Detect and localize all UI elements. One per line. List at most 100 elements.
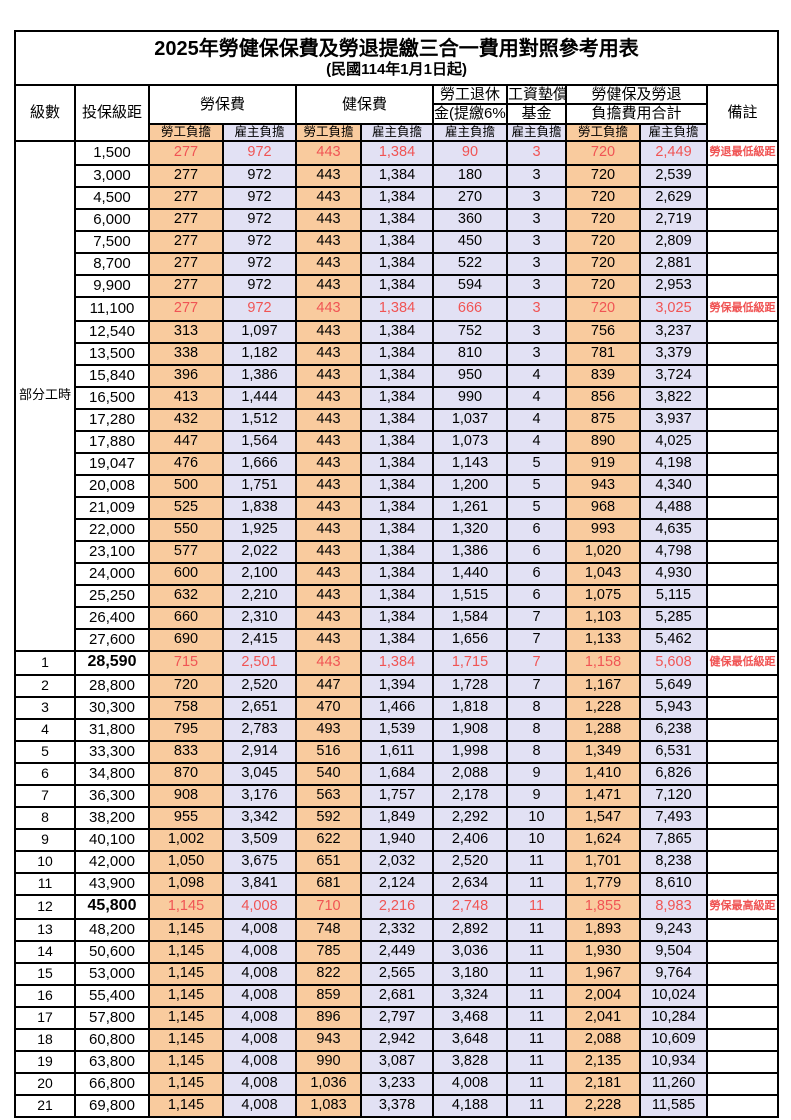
cell-total-employer: 8,610 (639, 871, 708, 896)
col-header-wagefund-line1: 工資墊償 (506, 83, 567, 106)
cell-bracket: 63,800 (74, 1049, 150, 1074)
cell-labor-employer: 4,008 (222, 1093, 297, 1118)
col-header-labor-insurance: 勞保費 (148, 84, 297, 125)
cell-health-employee: 443 (295, 407, 362, 432)
cell-remark (705, 561, 780, 586)
cell-health-employer: 1,384 (360, 341, 434, 366)
cell-labor-employer: 4,008 (222, 893, 297, 920)
cell-pension-employer: 594 (432, 273, 508, 298)
cell-remark (705, 983, 780, 1008)
cell-total-employee: 856 (565, 385, 641, 410)
cell-level: 2 (14, 673, 76, 698)
cell-remark (705, 1071, 780, 1096)
col-header-pension-line1: 勞工退休 (432, 83, 508, 106)
cell-labor-employee: 1,145 (148, 917, 224, 942)
cell-labor-employer: 4,008 (222, 939, 297, 964)
cell-wagefund-employer: 6 (506, 539, 567, 564)
cell-health-employee: 470 (295, 695, 362, 720)
cell-total-employee: 720 (565, 185, 641, 210)
cell-health-employer: 2,449 (360, 939, 434, 964)
cell-health-employer: 2,797 (360, 1005, 434, 1030)
cell-health-employer: 1,384 (360, 229, 434, 254)
cell-labor-employee: 1,145 (148, 1005, 224, 1030)
cell-total-employee: 1,930 (565, 939, 641, 964)
cell-pension-employer: 2,406 (432, 827, 508, 852)
cell-total-employee: 720 (565, 229, 641, 254)
cell-labor-employee: 525 (148, 495, 224, 520)
cell-wagefund-employer: 11 (506, 939, 567, 964)
cell-bracket: 6,000 (74, 207, 150, 232)
cell-wagefund-employer: 7 (506, 627, 567, 652)
header-row-3: 勞工負擔 雇主負擔 勞工負擔 雇主負擔 雇主負擔 雇主負擔 勞工負擔 雇主負擔 (15, 122, 778, 142)
cell-remark (705, 229, 780, 254)
cell-total-employee: 968 (565, 495, 641, 520)
cell-remark (705, 871, 780, 896)
cell-bracket: 19,047 (74, 451, 150, 476)
table-row: 3,000 277 972 443 1,384 180 3 720 2,539 (15, 163, 780, 188)
cell-pension-employer: 3,648 (432, 1027, 508, 1052)
cell-labor-employer: 2,651 (222, 695, 297, 720)
cell-pension-employer: 450 (432, 229, 508, 254)
cell-health-employer: 1,384 (360, 207, 434, 232)
cell-total-employer: 10,934 (639, 1049, 708, 1074)
cell-wagefund-employer: 9 (506, 783, 567, 808)
cell-health-employer: 1,384 (360, 517, 434, 542)
cell-labor-employee: 955 (148, 805, 224, 830)
cell-wagefund-employer: 7 (506, 605, 567, 630)
cell-labor-employer: 2,210 (222, 583, 297, 608)
cell-total-employee: 1,133 (565, 627, 641, 652)
cell-pension-employer: 1,728 (432, 673, 508, 698)
cell-labor-employer: 3,176 (222, 783, 297, 808)
cell-labor-employee: 277 (148, 295, 224, 322)
cell-health-employer: 2,124 (360, 871, 434, 896)
cell-wagefund-employer: 9 (506, 761, 567, 786)
cell-wagefund-employer: 3 (506, 273, 567, 298)
cell-total-employer: 9,504 (639, 939, 708, 964)
cell-labor-employer: 1,182 (222, 341, 297, 366)
cell-pension-employer: 4,008 (432, 1071, 508, 1096)
cell-bracket: 17,280 (74, 407, 150, 432)
table-row: 26,400 660 2,310 443 1,384 1,584 7 1,103 5,285 (15, 605, 780, 630)
cell-total-employer: 4,198 (639, 451, 708, 476)
cell-labor-employer: 1,564 (222, 429, 297, 454)
cell-labor-employee: 277 (148, 163, 224, 188)
cell-wagefund-employer: 4 (506, 429, 567, 454)
cell-total-employer: 9,764 (639, 961, 708, 986)
table-row: 22,000 550 1,925 443 1,384 1,320 6 993 4,635 (15, 517, 780, 542)
cell-total-employer: 4,798 (639, 539, 708, 564)
table-row: 20 66,800 1,145 4,008 1,036 3,233 4,008 11 2,181… (14, 1071, 780, 1096)
cell-health-employee: 443 (295, 429, 362, 454)
cell-total-employer: 8,983 (639, 893, 708, 920)
cell-wagefund-employer: 11 (506, 1027, 567, 1052)
cell-total-employer: 3,025 (639, 295, 708, 322)
table-body: 部分工時 1,500 277 972 443 1,384 90 3 720 2,449 勞退最低級距… (14, 139, 780, 1118)
cell-level: 17 (14, 1005, 76, 1030)
cell-health-employee: 651 (295, 849, 362, 874)
subheader-labor-employee: 勞工負擔 (148, 122, 224, 142)
subheader-pension-employer: 雇主負擔 (432, 122, 508, 142)
cell-bracket: 12,540 (74, 319, 150, 344)
cell-level: 15 (14, 961, 76, 986)
cell-labor-employee: 1,145 (148, 1027, 224, 1052)
cell-total-employer: 10,284 (639, 1005, 708, 1030)
cell-labor-employee: 660 (148, 605, 224, 630)
cell-total-employee: 1,624 (565, 827, 641, 852)
cell-bracket: 31,800 (74, 717, 150, 742)
cell-remark (705, 805, 780, 830)
cell-labor-employee: 1,145 (148, 961, 224, 986)
subheader-wagefund-employer: 雇主負擔 (506, 122, 567, 142)
table-row: 20,008 500 1,751 443 1,384 1,200 5 943 4,340 (15, 473, 780, 498)
cell-health-employee: 443 (295, 185, 362, 210)
cell-health-employer: 2,681 (360, 983, 434, 1008)
fee-table: 2025年勞健保保費及勞退提繳三合一費用對照參考用表 (民國114年1月1日起)… (13, 30, 780, 1118)
cell-bracket: 38,200 (74, 805, 150, 830)
cell-bracket: 55,400 (74, 983, 150, 1008)
cell-health-employee: 443 (295, 251, 362, 276)
cell-total-employee: 1,893 (565, 917, 641, 942)
cell-health-employer: 1,384 (360, 319, 434, 344)
cell-pension-employer: 1,261 (432, 495, 508, 520)
cell-pension-employer: 4,188 (432, 1093, 508, 1118)
col-header-wagefund-line2: 基金 (506, 103, 567, 125)
cell-total-employer: 2,881 (639, 251, 708, 276)
cell-remark: 勞退最低級距 (705, 139, 780, 166)
